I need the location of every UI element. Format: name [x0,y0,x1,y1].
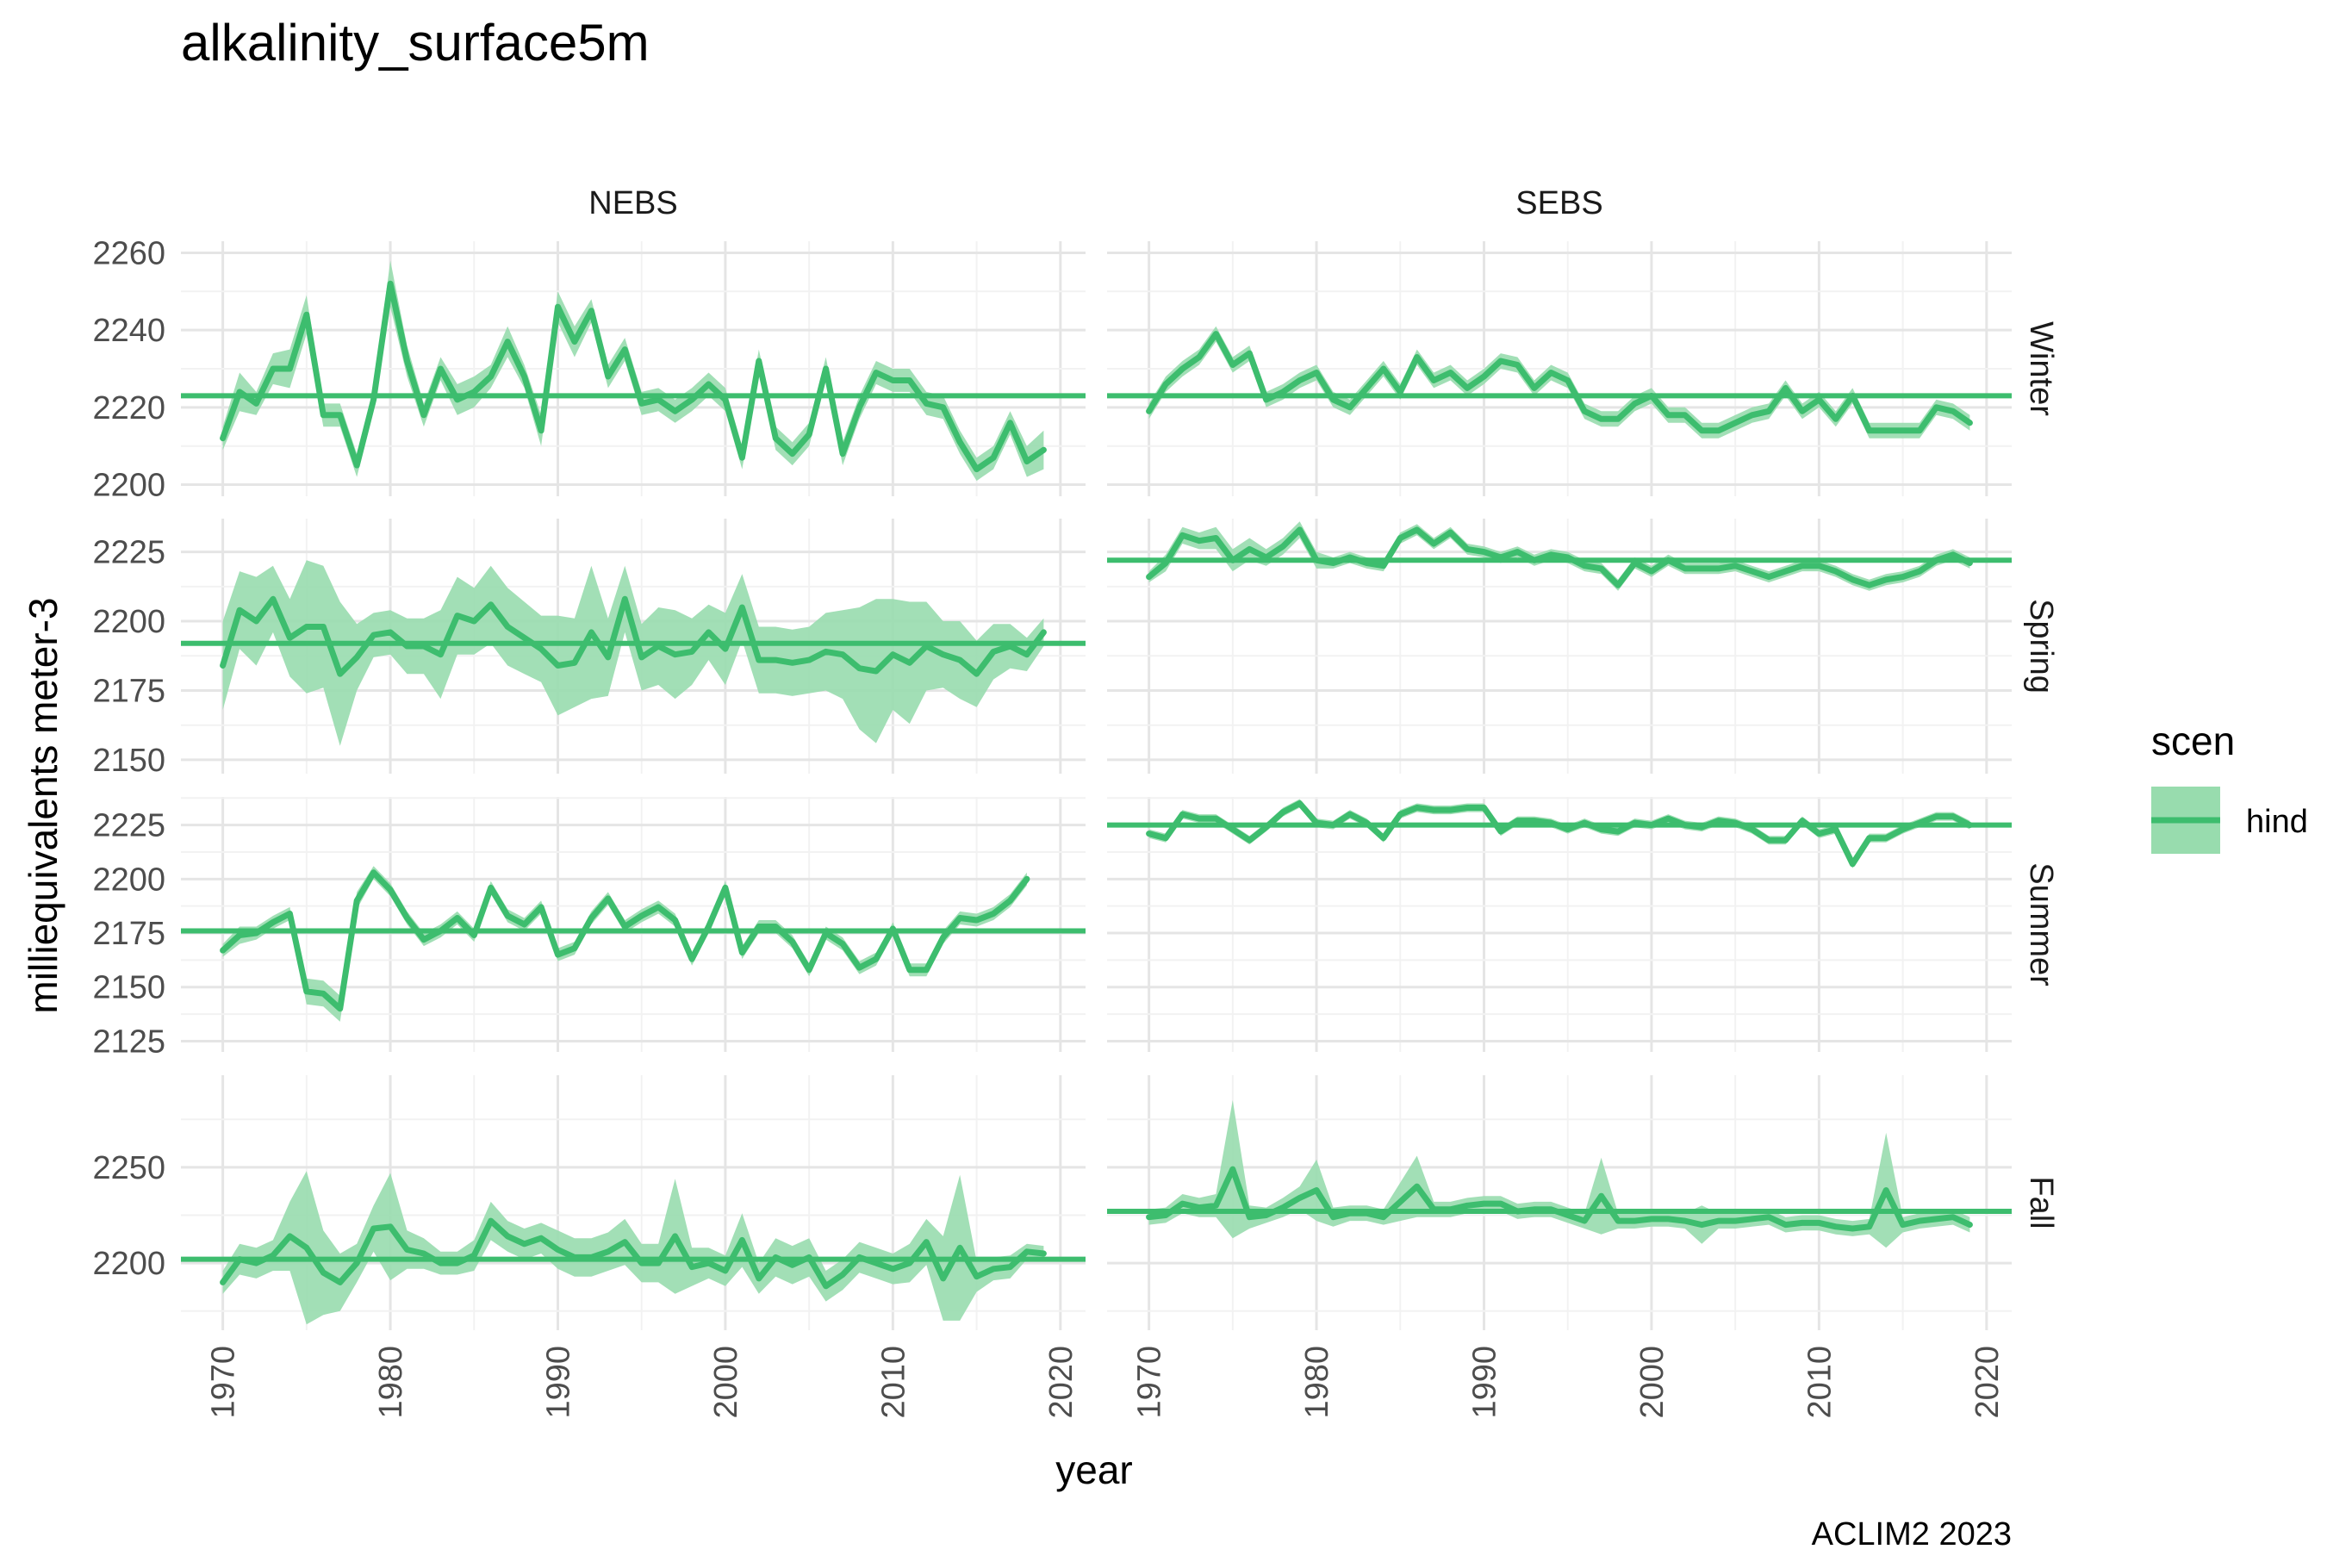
y-tick-label: 2150 [92,743,165,779]
facet-panels: NEBS SEBS Winter Spring Summer Fall 2200 2220 22… [92,185,2059,1419]
x-tick-label: 2020 [1969,1346,2006,1419]
y-tick-label: 2225 [92,808,165,844]
y-tick-label: 2175 [92,673,165,709]
y-tick-label: 2200 [92,468,165,504]
ribbon-hind [222,560,1044,746]
legend: scen hind [2151,719,2308,854]
x-tick-label: 1980 [1299,1346,1335,1419]
x-tick-label: 2020 [1043,1346,1080,1419]
series-line-hind [220,280,1047,473]
legend-title: scen [2151,719,2235,763]
y-tick-label: 2200 [92,1246,165,1282]
x-tick-label: 2000 [708,1346,744,1419]
panel-sebs-summer [1107,799,2012,868]
x-tick-label: 2000 [1634,1346,1671,1419]
legend-entry-hind: hind [2246,804,2308,840]
y-tick-label: 2175 [92,916,165,952]
series-line-hind [1146,800,1973,868]
x-tick-label: 1980 [373,1346,409,1419]
facet-label-sebs: SEBS [1515,185,1602,221]
y-tick-label: 2260 [92,235,165,271]
panel-sebs-fall [1107,1099,2012,1248]
chart-caption: ACLIM2 2023 [1812,1516,2012,1552]
series-line-hind [1146,331,1973,434]
facet-label-summer: Summer [2023,862,2059,986]
y-tick-label: 2240 [92,313,165,349]
x-tick-label: 1990 [541,1346,577,1419]
x-tick-label: 2010 [875,1346,912,1419]
x-tick-label: 2010 [1801,1346,1838,1419]
facet-label-spring: Spring [2023,599,2059,694]
x-axis-title: year [1055,1447,1132,1492]
y-axis-title: milliequivalents meter-3 [21,597,65,1013]
y-tick-label: 2150 [92,970,165,1006]
panel-grid [1107,241,2012,496]
facet-label-winter: Winter [2023,321,2059,416]
panel-nebs-spring [181,560,1086,746]
series-line-hind [220,595,1047,677]
facet-label-nebs: NEBS [588,185,677,221]
ribbon-hind [1148,326,1970,439]
panel-nebs-summer [181,866,1086,1022]
chart-title: alkalinity_surface5m [181,14,650,72]
panel-nebs-fall [181,1171,1086,1325]
facet-label-fall: Fall [2023,1176,2059,1229]
series-line-hind [1146,526,1973,588]
y-tick-label: 2250 [92,1150,165,1186]
y-tick-label: 2225 [92,535,165,571]
x-tick-label: 1970 [206,1346,242,1419]
y-tick-label: 2200 [92,604,165,640]
x-tick-label: 1990 [1467,1346,1503,1419]
y-tick-label: 2200 [92,862,165,898]
y-tick-label: 2125 [92,1024,165,1060]
panel-nebs-winter [181,260,1086,482]
y-tick-label: 2220 [92,390,165,426]
panel-sebs-winter [1107,326,2012,439]
panel-sebs-spring [1107,521,2012,591]
x-tick-label: 1970 [1132,1346,1168,1419]
